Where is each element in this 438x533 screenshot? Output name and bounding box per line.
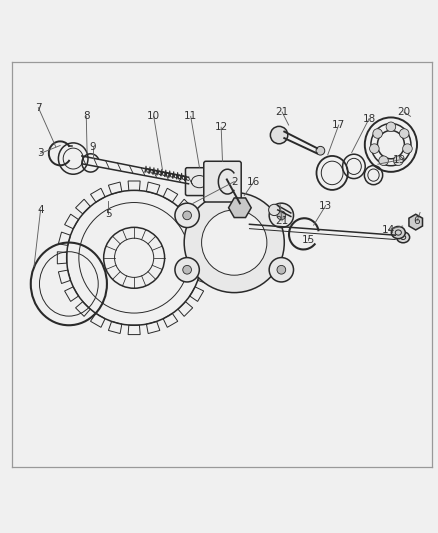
Text: 19: 19 (393, 155, 406, 165)
Text: 8: 8 (83, 111, 89, 122)
Text: 3: 3 (37, 148, 44, 158)
Circle shape (183, 265, 191, 274)
Circle shape (175, 203, 199, 228)
Text: 10: 10 (147, 111, 160, 122)
Text: 7: 7 (35, 103, 42, 112)
Text: 6: 6 (414, 216, 420, 226)
Circle shape (379, 156, 389, 166)
Text: 14: 14 (382, 224, 396, 235)
Circle shape (184, 192, 284, 293)
Circle shape (316, 147, 325, 155)
Text: 12: 12 (215, 122, 228, 132)
Text: 21: 21 (276, 107, 289, 117)
Circle shape (403, 144, 412, 154)
Text: 20: 20 (397, 107, 410, 117)
Text: 4: 4 (37, 205, 44, 215)
Text: 17: 17 (332, 120, 345, 130)
Circle shape (393, 156, 403, 166)
Circle shape (175, 257, 199, 282)
Text: 2: 2 (231, 176, 237, 187)
Circle shape (277, 265, 286, 274)
Text: 11: 11 (184, 111, 198, 122)
Ellipse shape (396, 232, 410, 243)
Circle shape (386, 122, 396, 132)
Text: 9: 9 (89, 142, 96, 152)
Ellipse shape (391, 227, 405, 239)
Circle shape (268, 204, 280, 215)
Text: 13: 13 (319, 200, 332, 211)
Text: 18: 18 (363, 114, 376, 124)
Circle shape (270, 126, 288, 144)
FancyBboxPatch shape (185, 168, 213, 196)
Text: 21: 21 (276, 216, 289, 226)
Text: 16: 16 (247, 176, 261, 187)
Circle shape (277, 211, 286, 220)
Circle shape (183, 211, 191, 220)
Text: 15: 15 (302, 236, 315, 245)
Text: 5: 5 (105, 209, 111, 219)
FancyBboxPatch shape (204, 161, 241, 202)
Circle shape (370, 144, 379, 154)
Circle shape (399, 129, 409, 138)
Circle shape (269, 257, 293, 282)
Circle shape (201, 210, 267, 275)
Circle shape (269, 203, 293, 228)
Circle shape (373, 129, 382, 138)
